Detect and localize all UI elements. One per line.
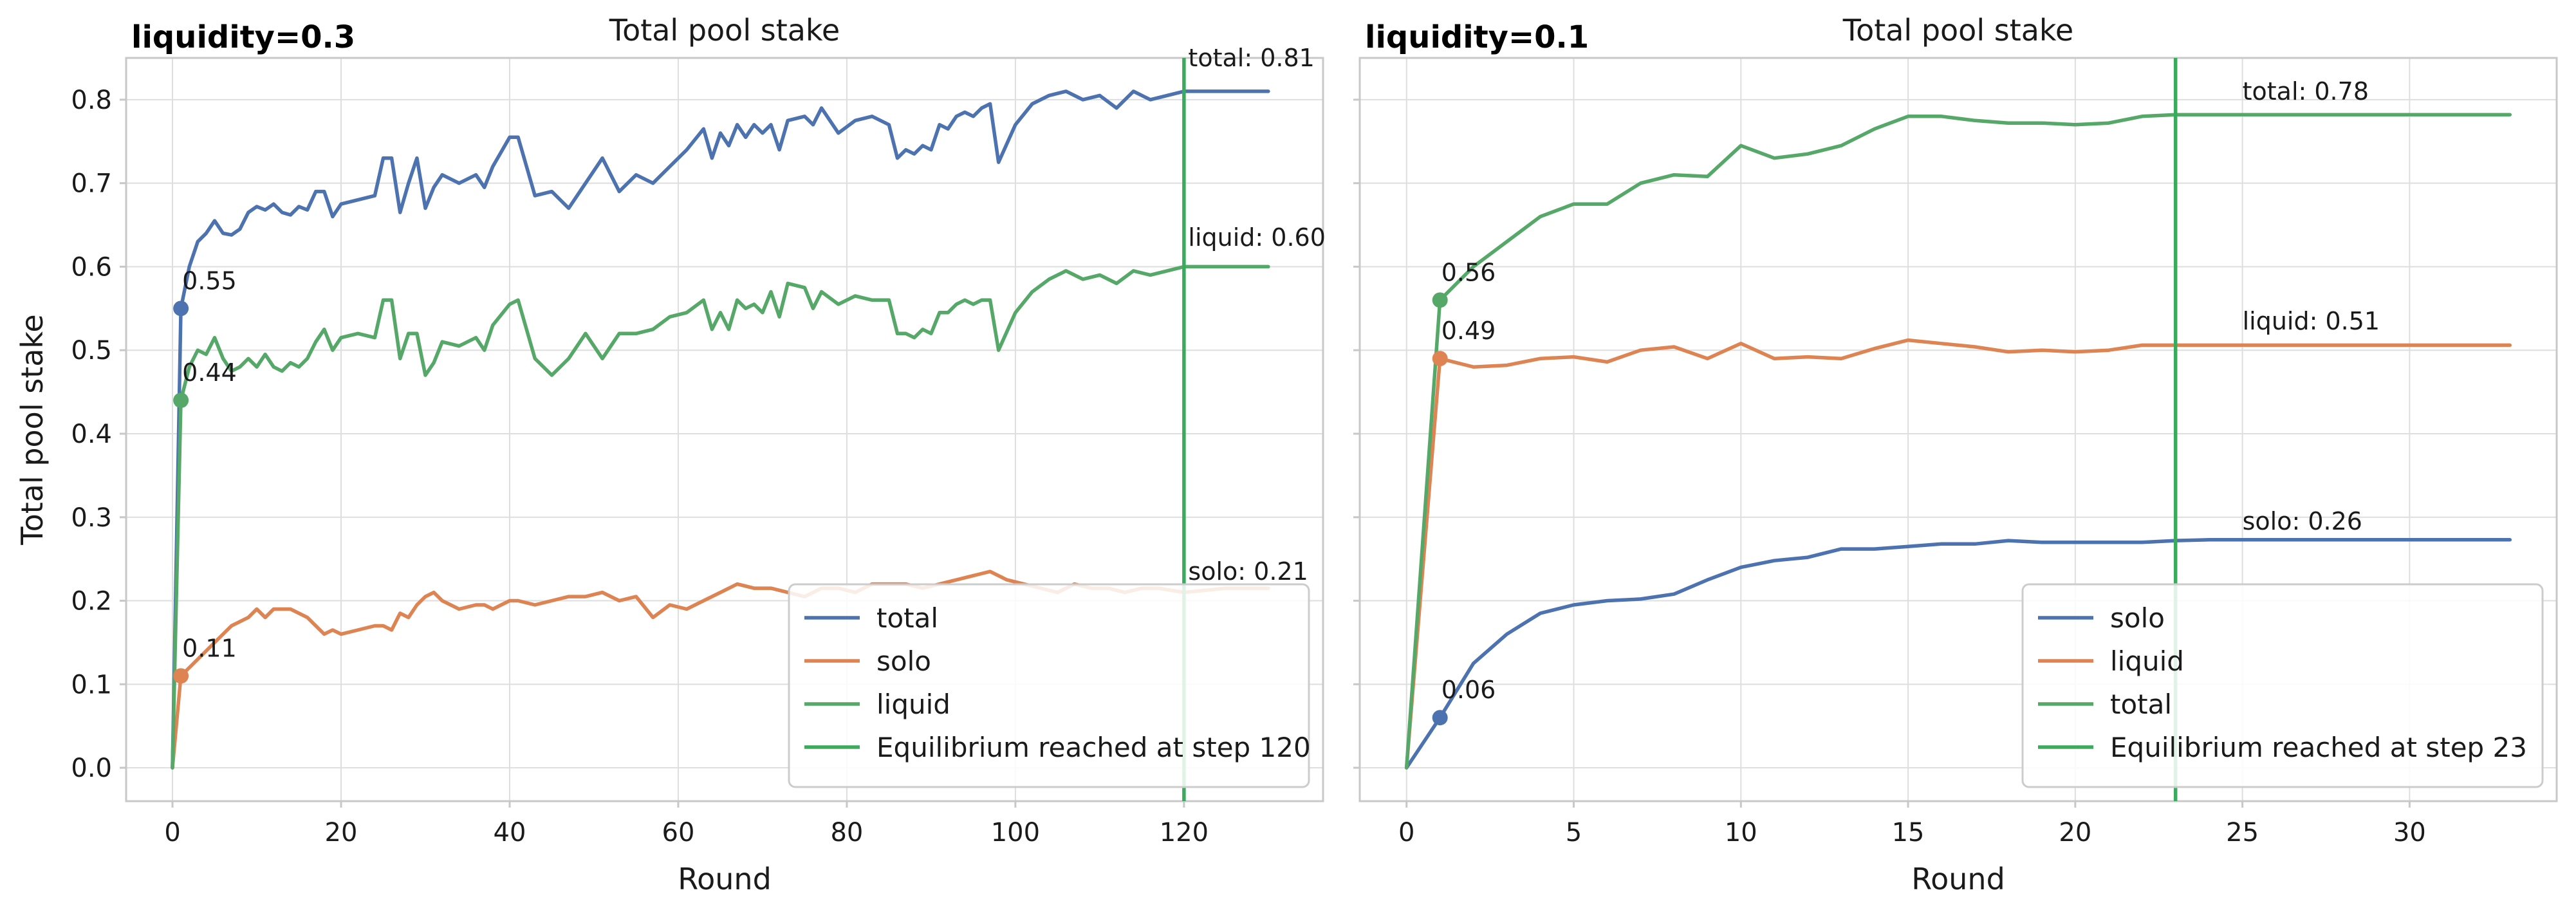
- y-tick-label: 0.8: [71, 86, 112, 115]
- marker-point: [1432, 351, 1448, 367]
- x-tick-label: 40: [494, 818, 526, 848]
- marker-label: 0.11: [182, 634, 237, 662]
- legend-label: total: [876, 602, 938, 634]
- marker-point: [173, 301, 189, 317]
- x-axis-label: Round: [1911, 862, 2005, 896]
- series-line-liquid: [171, 264, 1270, 770]
- panel-2: 0 5 10 15 20 25 30 Round Total pool stake liquidi…: [1353, 13, 2558, 896]
- legend-label: liquid: [2110, 645, 2184, 677]
- marker-point: [173, 668, 189, 684]
- y-axis-label: Total pool stake: [15, 314, 50, 545]
- y-tick-label: 0.1: [71, 670, 112, 699]
- end-label: total: 0.78: [2243, 77, 2369, 106]
- marker-point: [173, 393, 189, 409]
- end-label: liquid: 0.51: [2243, 307, 2380, 335]
- end-label: solo: 0.21: [1188, 557, 1308, 586]
- axes-frame: [1358, 57, 2558, 802]
- end-label: total: 0.81: [1188, 44, 1314, 72]
- corner-label: liquidity=0.1: [1365, 19, 1589, 55]
- x-tick-label: 25: [2226, 818, 2259, 848]
- marker-label: 0.44: [182, 358, 237, 387]
- panel-1: 0 20 40 60 80 100 120 0.0 0.1 0.2 0.3 0.4 0.5 0.6 0.7 0…: [15, 13, 1326, 896]
- x-tick-label: 0: [1398, 818, 1414, 848]
- x-tick-label: 20: [325, 818, 358, 848]
- series-line-solo: [1404, 538, 2512, 770]
- legend-label: Equilibrium reached at step 120: [876, 732, 1311, 763]
- axes-frame: [125, 57, 1324, 802]
- y-tick-label: 0.4: [71, 420, 112, 449]
- chart-title: Total pool stake: [609, 13, 840, 48]
- marker-label: 0.06: [1441, 676, 1496, 704]
- series-line-total: [171, 89, 1270, 770]
- x-tick-label: 20: [2059, 818, 2091, 848]
- legend-label: total: [2110, 689, 2172, 720]
- legend: solo liquid total Equilibrium reached at st…: [2021, 583, 2544, 788]
- corner-label: liquidity=0.3: [131, 19, 355, 55]
- chart-title: Total pool stake: [1842, 13, 2073, 48]
- marker-label: 0.56: [1441, 258, 1496, 286]
- x-tick-label: 100: [991, 818, 1040, 848]
- marker-point: [1432, 710, 1448, 726]
- x-tick-label: 120: [1160, 818, 1209, 848]
- y-tick-label: 0.6: [71, 252, 112, 282]
- legend-label: liquid: [876, 689, 950, 720]
- end-label: liquid: 0.60: [1188, 223, 1325, 252]
- series-line-total: [1404, 113, 2512, 770]
- x-tick-label: 10: [1725, 818, 1757, 848]
- series-line-solo: [171, 570, 1270, 770]
- y-tick-label: 0.2: [71, 587, 112, 616]
- x-tick-label: 30: [2393, 818, 2426, 848]
- x-tick-label: 15: [1892, 818, 1925, 848]
- end-label: solo: 0.26: [2243, 507, 2362, 535]
- marker-point: [1432, 292, 1448, 308]
- x-tick-label: 80: [830, 818, 863, 848]
- y-tick-label: 0.7: [71, 169, 112, 199]
- y-tick-label: 0.3: [71, 503, 112, 533]
- legend-box: [2021, 583, 2544, 788]
- legend-label: Equilibrium reached at step 23: [2110, 732, 2527, 763]
- y-tick-label: 0.0: [71, 754, 112, 783]
- legend: total solo liquid Equilibrium reached at st…: [788, 583, 1311, 788]
- marker-label: 0.49: [1441, 317, 1496, 345]
- x-axis-label: Round: [678, 862, 772, 896]
- series-line-liquid: [1404, 338, 2512, 770]
- legend-label: solo: [2110, 602, 2165, 634]
- x-tick-label: 0: [164, 818, 180, 848]
- marker-label: 0.55: [182, 266, 237, 295]
- legend-label: solo: [876, 645, 931, 677]
- x-tick-label: 5: [1566, 818, 1582, 848]
- x-tick-label: 60: [662, 818, 695, 848]
- y-tick-label: 0.5: [71, 336, 112, 366]
- legend-box: [788, 583, 1310, 788]
